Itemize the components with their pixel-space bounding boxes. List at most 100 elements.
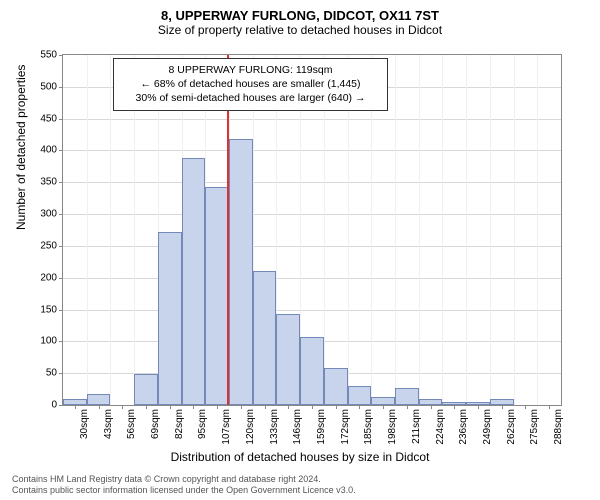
ytick-mark — [59, 405, 63, 406]
grid-v — [490, 55, 491, 405]
xtick-label: 211sqm — [411, 409, 422, 444]
xtick-mark — [525, 405, 526, 409]
histogram-bar — [490, 399, 514, 405]
annotation-line: 8 UPPERWAY FURLONG: 119sqm — [122, 63, 379, 77]
ytick-label: 100 — [40, 336, 57, 347]
grid-h — [63, 310, 561, 311]
histogram-bar — [182, 158, 206, 405]
xtick-label: 56sqm — [126, 409, 137, 439]
ytick-mark — [59, 55, 63, 56]
xtick-mark — [407, 405, 408, 409]
grid-h — [63, 214, 561, 215]
ytick-label: 450 — [40, 113, 57, 124]
histogram-bar — [134, 374, 158, 405]
xtick-label: 224sqm — [435, 409, 446, 445]
xtick-label: 159sqm — [316, 409, 327, 445]
xtick-label: 172sqm — [340, 409, 351, 445]
xtick-mark — [99, 405, 100, 409]
xtick-label: 43sqm — [103, 409, 114, 439]
grid-h — [63, 278, 561, 279]
ytick-label: 150 — [40, 304, 57, 315]
title-main: 8, UPPERWAY FURLONG, DIDCOT, OX11 7ST — [0, 0, 600, 23]
xtick-mark — [549, 405, 550, 409]
grid-h — [63, 246, 561, 247]
xtick-mark — [502, 405, 503, 409]
xtick-label: 185sqm — [363, 409, 374, 445]
ytick-label: 50 — [46, 368, 57, 379]
footer: Contains HM Land Registry data © Crown c… — [12, 474, 356, 497]
chart-container: 8, UPPERWAY FURLONG, DIDCOT, OX11 7ST Si… — [0, 0, 600, 500]
ytick-label: 550 — [40, 50, 57, 61]
grid-v — [514, 55, 515, 405]
ytick-mark — [59, 341, 63, 342]
ytick-label: 0 — [51, 400, 57, 411]
xtick-label: 146sqm — [292, 409, 303, 445]
grid-v — [466, 55, 467, 405]
annotation-line: ← 68% of detached houses are smaller (1,… — [122, 77, 379, 91]
title-sub: Size of property relative to detached ho… — [0, 23, 600, 39]
ytick-mark — [59, 182, 63, 183]
ytick-mark — [59, 87, 63, 88]
xtick-label: 95sqm — [197, 409, 208, 439]
histogram-bar — [158, 232, 182, 405]
grid-v — [419, 55, 420, 405]
histogram-bar — [348, 386, 372, 405]
histogram-bar — [466, 402, 490, 405]
histogram-bar — [63, 399, 87, 405]
histogram-bar — [324, 368, 348, 405]
grid-v — [395, 55, 396, 405]
xtick-mark — [193, 405, 194, 409]
ytick-mark — [59, 246, 63, 247]
xtick-label: 133sqm — [269, 409, 280, 445]
histogram-bar — [276, 314, 300, 405]
xtick-label: 69sqm — [150, 409, 161, 439]
xtick-label: 288sqm — [553, 409, 564, 445]
xtick-mark — [288, 405, 289, 409]
xtick-mark — [312, 405, 313, 409]
ytick-mark — [59, 214, 63, 215]
ytick-label: 350 — [40, 177, 57, 188]
xtick-mark — [170, 405, 171, 409]
xtick-mark — [146, 405, 147, 409]
xtick-label: 249sqm — [482, 409, 493, 445]
xtick-label: 275sqm — [529, 409, 540, 445]
ytick-mark — [59, 278, 63, 279]
footer-line-1: Contains HM Land Registry data © Crown c… — [12, 474, 356, 485]
xtick-label: 236sqm — [458, 409, 469, 445]
grid-v — [537, 55, 538, 405]
xtick-mark — [431, 405, 432, 409]
xtick-mark — [454, 405, 455, 409]
grid-h — [63, 182, 561, 183]
xtick-mark — [359, 405, 360, 409]
xtick-mark — [383, 405, 384, 409]
histogram-bar — [87, 394, 111, 405]
grid-v — [87, 55, 88, 405]
xtick-mark — [241, 405, 242, 409]
ytick-mark — [59, 373, 63, 374]
y-axis-title: Number of detached properties — [14, 65, 28, 230]
ytick-label: 500 — [40, 81, 57, 92]
ytick-label: 250 — [40, 240, 57, 251]
grid-h — [63, 119, 561, 120]
xtick-mark — [336, 405, 337, 409]
xtick-mark — [217, 405, 218, 409]
plot-area: 05010015020025030035040045050055030sqm43… — [62, 54, 562, 406]
xtick-label: 262sqm — [506, 409, 517, 445]
grid-v — [110, 55, 111, 405]
xtick-label: 82sqm — [174, 409, 185, 439]
xtick-label: 198sqm — [387, 409, 398, 445]
ytick-label: 400 — [40, 145, 57, 156]
grid-v — [442, 55, 443, 405]
ytick-mark — [59, 150, 63, 151]
xtick-mark — [265, 405, 266, 409]
xtick-mark — [122, 405, 123, 409]
ytick-label: 200 — [40, 272, 57, 283]
footer-line-2: Contains public sector information licen… — [12, 485, 356, 496]
xtick-mark — [75, 405, 76, 409]
xtick-label: 30sqm — [79, 409, 90, 439]
histogram-bar — [253, 271, 277, 405]
annotation-box: 8 UPPERWAY FURLONG: 119sqm← 68% of detac… — [113, 58, 388, 111]
histogram-bar — [205, 187, 229, 405]
ytick-label: 300 — [40, 209, 57, 220]
annotation-line: 30% of semi-detached houses are larger (… — [122, 91, 379, 105]
